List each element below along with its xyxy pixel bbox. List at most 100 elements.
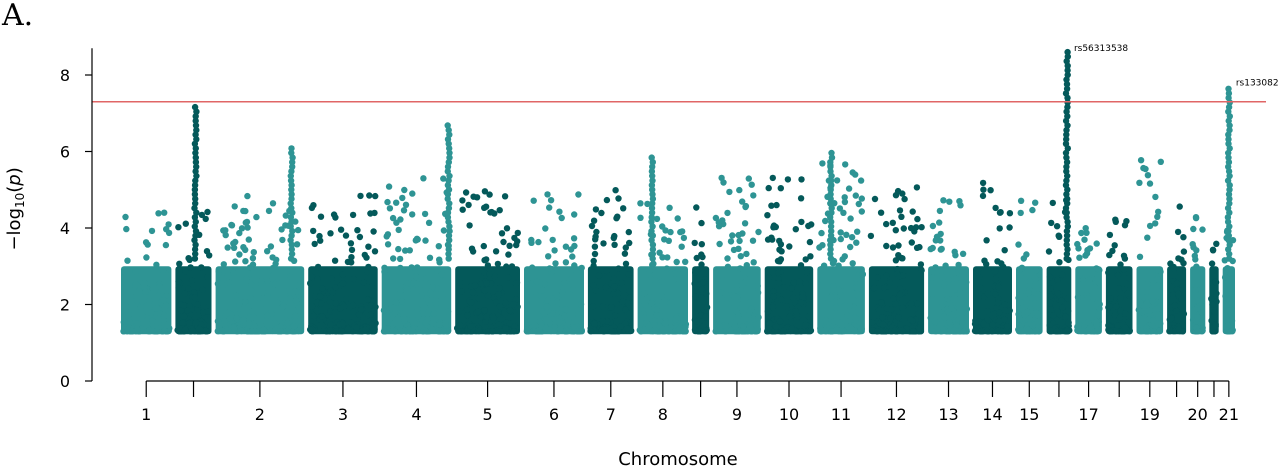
snp-point [894,187,902,195]
snp-point [269,200,277,207]
snp-point [1062,313,1069,320]
snp-point [182,268,189,275]
x-tick-label: 1 [141,405,151,424]
snp-point [842,161,849,168]
snp-point [1016,316,1024,323]
snp-point [559,288,566,295]
snp-point [1064,71,1071,79]
snp-point [1032,199,1039,206]
snp-point [339,320,346,327]
snp-point [821,327,828,334]
snp-point [327,327,334,334]
panel-label: A. [2,0,34,33]
snp-point [827,250,834,258]
snp-point [693,318,700,325]
snp-point [918,267,925,274]
snp-point [1026,315,1033,322]
snp-point [1114,271,1122,279]
snp-point [414,305,421,312]
snp-point [510,328,517,335]
snp-point [503,263,510,270]
snp-point [391,309,399,317]
snp-point [397,304,405,311]
y-tick-label: 6 [60,143,70,162]
snp-point [599,317,607,325]
snp-point [1024,327,1032,334]
snp-point [952,328,960,335]
snp-point [622,260,630,267]
snp-point [401,186,408,194]
snp-point [1106,310,1113,317]
snp-point [391,328,399,335]
snp-point [839,256,846,263]
snp-point [764,212,771,219]
snp-point [591,320,598,327]
snp-point [1015,241,1022,248]
snp-point [308,303,316,310]
snp-point [542,324,550,332]
chromosome-points-19 [1074,225,1103,335]
snp-point [1047,292,1055,300]
snp-point [600,240,607,247]
snp-point [798,176,805,183]
snp-point [742,203,749,211]
snp-point [1063,328,1071,335]
snp-point [250,249,257,256]
snp-point [989,321,997,329]
snp-point [1064,67,1071,74]
snp-point [673,314,680,322]
snp-point [784,176,792,183]
snp-point [332,328,340,335]
snp-point [1171,302,1179,309]
snp-point [1049,199,1057,207]
snp-point [1117,261,1124,268]
snp-point [1193,297,1200,304]
snp-point [610,234,617,242]
snp-point [578,264,585,272]
snp-point [248,281,255,288]
snp-point [288,191,295,198]
snp-point [390,304,397,311]
chromosome-points-22 [1166,203,1188,335]
snp-point [1144,328,1152,335]
snp-point [1225,154,1232,161]
snp-point [290,323,298,330]
snp-point [568,275,575,283]
snp-point [1136,314,1144,322]
snp-point [995,283,1002,291]
snp-point [564,316,572,324]
snp-point [780,327,787,334]
snp-point [961,328,968,335]
snp-point [409,211,416,218]
snp-point [844,312,851,319]
chromosome-points-11 [712,174,762,335]
annotations-layer: rs56313538 rs133082 [1074,44,1279,88]
snp-point [1121,222,1129,229]
snp-point [1180,310,1188,318]
snp-point [238,225,246,232]
snp-point [874,274,881,281]
snp-point [363,254,370,261]
snp-point [310,227,317,235]
snp-point [395,245,402,253]
snp-point [802,321,809,329]
snp-point [802,256,809,263]
snp-point [191,255,199,262]
snp-point [1170,265,1178,272]
snp-point [754,326,761,333]
snp-point [412,237,419,244]
snp-point [1136,179,1143,186]
snp-point [331,257,339,264]
snp-point [890,295,897,302]
snp-point [481,204,488,211]
snp-point [396,255,404,263]
chromosome-points-21 [1135,157,1165,335]
snp-point [816,244,823,251]
snp-point [602,283,610,291]
snp-point [1063,168,1070,175]
snp-point [288,145,295,152]
y-tick-label: 2 [60,296,70,315]
snp-point [914,310,922,317]
snp-point [192,149,199,157]
snp-point [236,229,243,237]
